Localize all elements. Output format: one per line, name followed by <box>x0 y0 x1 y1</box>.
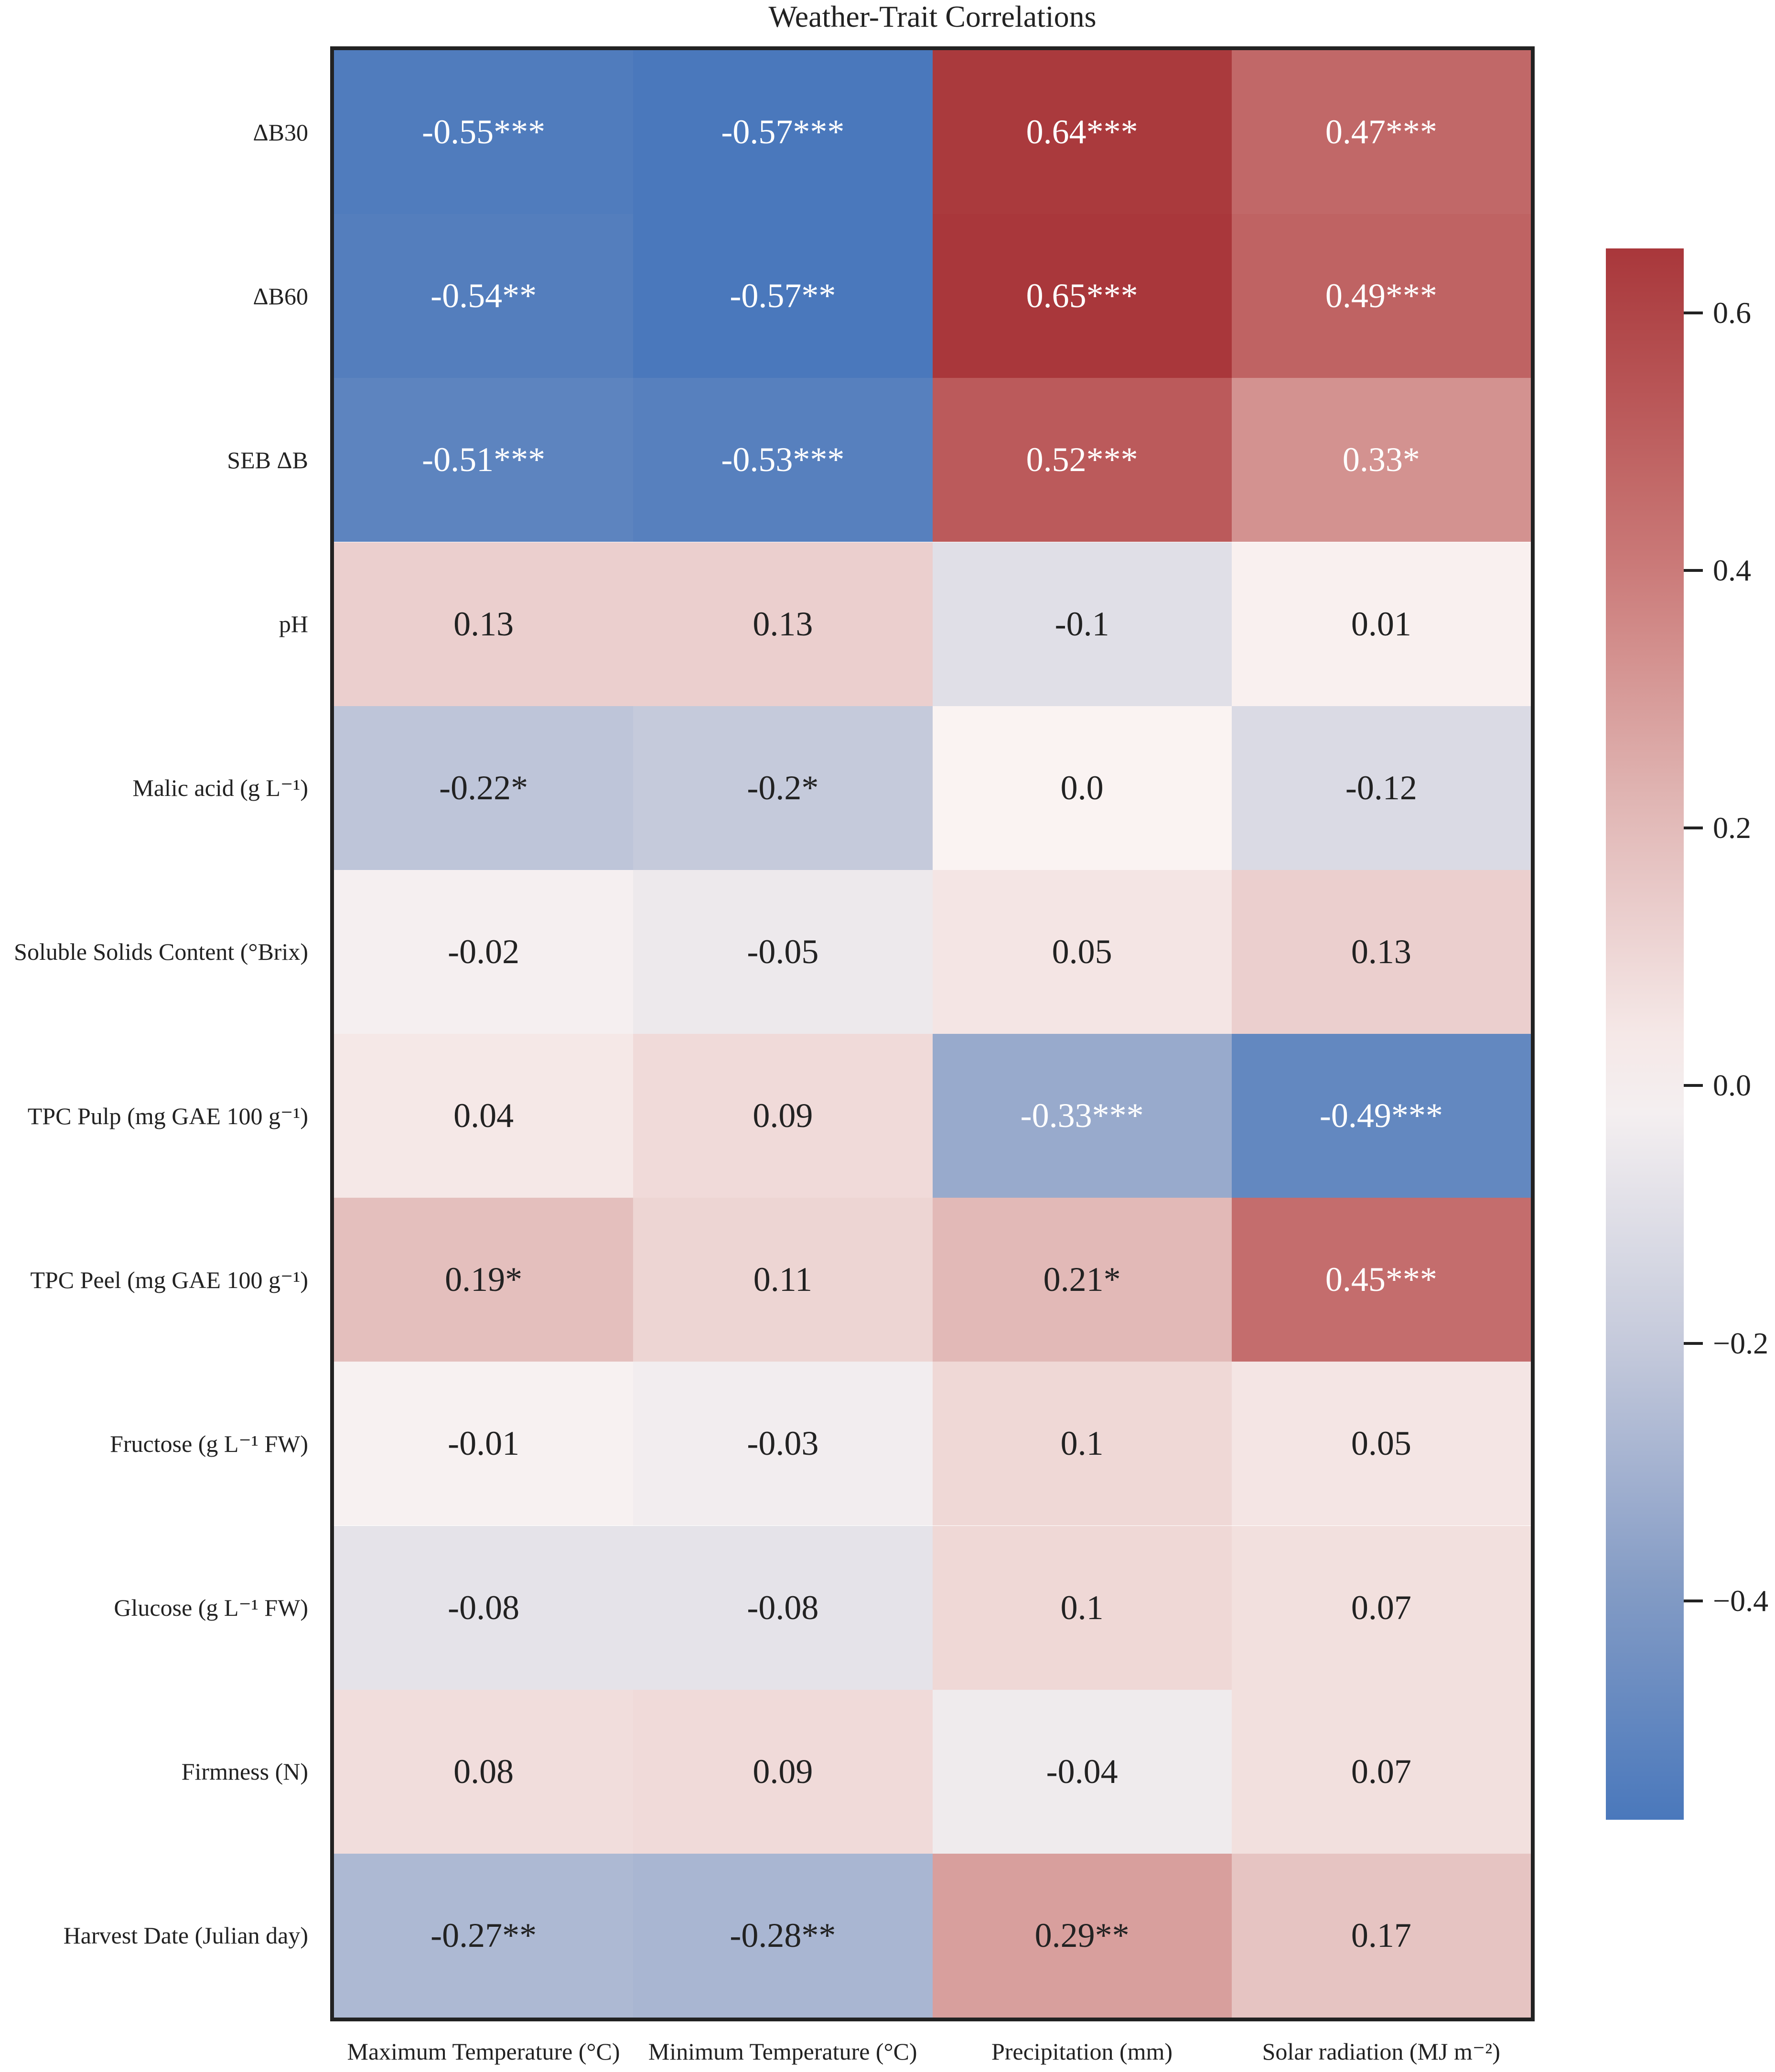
row-label: pH <box>279 611 308 637</box>
colorbar-tick-label: 0.6 <box>1713 295 1751 330</box>
row-label: SEB ΔB <box>227 446 308 473</box>
heatmap-cell: -0.01 <box>334 1362 634 1526</box>
heatmap-cell: -0.22* <box>334 706 634 870</box>
heatmap-cell: 0.13 <box>633 542 933 706</box>
heatmap-cell: 0.49*** <box>1231 214 1531 378</box>
heatmap-cell: 0.13 <box>1231 870 1531 1034</box>
heatmap-cell: 0.09 <box>633 1034 933 1198</box>
heatmap-cell: 0.07 <box>1231 1689 1531 1854</box>
heatmap-cell: -0.08 <box>334 1525 634 1690</box>
heatmap-cell: 0.65*** <box>932 214 1232 378</box>
heatmap-cell: -0.49*** <box>1231 1034 1531 1198</box>
heatmap-cell: 0.1 <box>932 1362 1232 1526</box>
column-label: Solar radiation (MJ m⁻²) <box>1262 2038 1500 2065</box>
row-label: Glucose (g L⁻¹ FW) <box>114 1594 308 1621</box>
row-label: TPC Peel (mg GAE 100 g⁻¹) <box>30 1266 308 1293</box>
row-label: Fructose (g L⁻¹ FW) <box>110 1430 308 1457</box>
colorbar-tick <box>1684 1599 1703 1602</box>
heatmap-cell: 0.47*** <box>1231 50 1531 215</box>
row-label: TPC Pulp (mg GAE 100 g⁻¹) <box>27 1102 308 1129</box>
heatmap-cell: 0.45*** <box>1231 1198 1531 1362</box>
heatmap-cell: -0.27** <box>334 1853 634 2018</box>
row-label: ΔB60 <box>253 282 308 310</box>
heatmap-cell: -0.1 <box>932 542 1232 706</box>
heatmap-cell: 0.17 <box>1231 1853 1531 2018</box>
heatmap-cell: 0.05 <box>932 870 1232 1034</box>
heatmap-cell: -0.12 <box>1231 706 1531 870</box>
row-label: Firmness (N) <box>181 1758 308 1785</box>
row-label: Malic acid (g L⁻¹) <box>132 774 308 802</box>
heatmap-cell: 0.07 <box>1231 1525 1531 1690</box>
colorbar-tick <box>1684 1342 1703 1345</box>
colorbar-tick-label: −0.4 <box>1713 1583 1769 1618</box>
colorbar-tick <box>1684 827 1703 830</box>
colorbar <box>1606 248 1684 1820</box>
heatmap-cell: -0.57*** <box>633 50 933 215</box>
heatmap-cell: 0.09 <box>633 1689 933 1854</box>
colorbar-tick <box>1684 1084 1703 1087</box>
chart-title: Weather-Trait Correlations <box>768 0 1097 33</box>
row-label: ΔB30 <box>253 118 308 146</box>
heatmap-cell: -0.02 <box>334 870 634 1034</box>
colorbar-tick-label: 0.4 <box>1713 553 1751 587</box>
heatmap-cell: 0.21* <box>932 1198 1232 1362</box>
heatmap-cell: 0.04 <box>334 1034 634 1198</box>
heatmap-cell: -0.2* <box>633 706 933 870</box>
colorbar-tick <box>1684 569 1703 572</box>
heatmap-cell: 0.1 <box>932 1525 1232 1690</box>
heatmap-cell: 0.64*** <box>932 50 1232 215</box>
heatmap-cell: 0.52*** <box>932 378 1232 542</box>
colorbar-tick-label: −0.2 <box>1713 1326 1769 1360</box>
heatmap-grid: -0.55*** -0.57*** 0.64*** 0.47*** -0.54** -0.… <box>330 46 1535 2021</box>
heatmap-cell: -0.53*** <box>633 378 933 542</box>
heatmap-cell: -0.08 <box>633 1525 933 1690</box>
heatmap-cell: -0.04 <box>932 1689 1232 1854</box>
heatmap-cell: -0.33*** <box>932 1034 1232 1198</box>
heatmap-cell: 0.11 <box>633 1198 933 1362</box>
row-label: Soluble Solids Content (°Brix) <box>14 938 308 966</box>
column-label: Minimum Temperature (°C) <box>648 2038 917 2065</box>
heatmap-cell: 0.05 <box>1231 1362 1531 1526</box>
heatmap-cell: 0.13 <box>334 542 634 706</box>
colorbar-tick <box>1684 311 1703 314</box>
heatmap-cell: -0.28** <box>633 1853 933 2018</box>
column-label: Maximum Temperature (°C) <box>347 2038 620 2065</box>
colorbar-tick-label: 0.2 <box>1713 811 1751 845</box>
heatmap-cell: 0.01 <box>1231 542 1531 706</box>
row-label: Harvest Date (Julian day) <box>63 1922 308 1949</box>
heatmap-cell: -0.57** <box>633 214 933 378</box>
heatmap-cell: 0.29** <box>932 1853 1232 2018</box>
heatmap-cell: -0.55*** <box>334 50 634 215</box>
heatmap-cell: 0.33* <box>1231 378 1531 542</box>
heatmap-cell: -0.05 <box>633 870 933 1034</box>
heatmap-cell: -0.51*** <box>334 378 634 542</box>
heatmap-cell: -0.03 <box>633 1362 933 1526</box>
column-label: Precipitation (mm) <box>991 2038 1173 2065</box>
colorbar-tick-label: 0.0 <box>1713 1068 1751 1103</box>
heatmap-cell: 0.0 <box>932 706 1232 870</box>
heatmap-cell: -0.54** <box>334 214 634 378</box>
heatmap-cell: 0.08 <box>334 1689 634 1854</box>
heatmap-cell: 0.19* <box>334 1198 634 1362</box>
